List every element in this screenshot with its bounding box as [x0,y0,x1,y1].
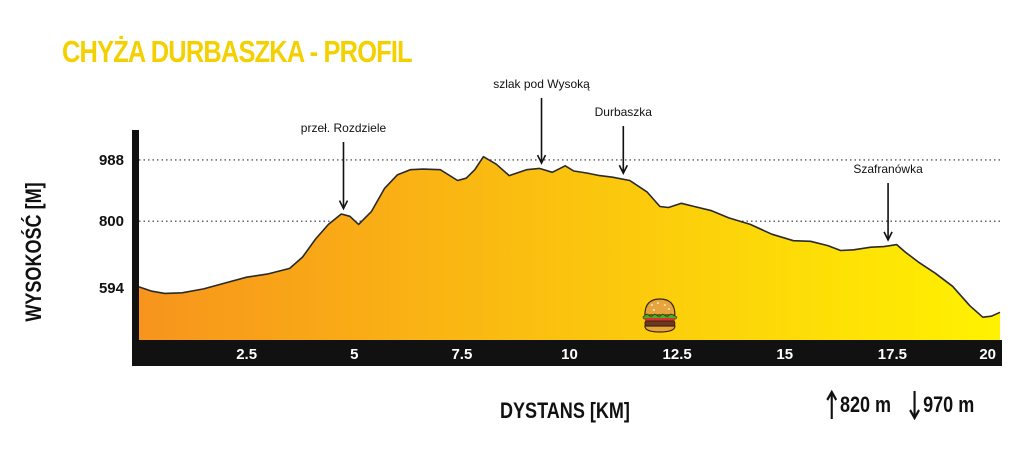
ascent-value: 820 m [839,392,892,417]
y-tick-label: 594 [99,280,125,297]
x-axis-ticks: 2.5 5 7.5 10 12.5 15 17.5 20 [236,346,996,363]
x-tick-label: 5 [350,346,358,363]
descent-value: 970 m [923,392,975,417]
elevation-profile-area [139,156,1000,340]
markers [642,298,678,333]
chart-title: CHYŻA DURBASZKA - PROFIL [62,34,413,69]
y-tick-label: 988 [99,152,124,169]
annotation-label: przeł. Rozdziele [301,121,387,135]
elevation-stats: 820 m 970 m [826,390,974,420]
x-tick-label: 12.5 [663,346,692,363]
annotation-arrowhead [536,154,547,165]
annotation-label: szlak pod Wysoką [493,77,590,91]
x-tick-label: 15 [776,346,793,363]
annotation-label: Szafranówka [853,162,923,176]
y-axis-ticks: 594 800 988 [99,152,125,297]
annotations: przeł. Rozdziele szlak pod Wysoką Durbaszk… [301,77,923,242]
x-tick-label: 20 [979,346,996,363]
x-tick-label: 2.5 [236,346,257,363]
y-axis-label: WYSOKOŚĆ [M] [21,182,46,322]
x-tick-label: 10 [561,346,578,363]
elevation-profile-line [138,155,1001,318]
annotation-label: Durbaszka [595,105,653,119]
annotation-arrowhead [338,200,349,211]
y-axis-line [132,130,139,342]
x-tick-label: 17.5 [878,346,907,363]
y-tick-label: 800 [99,213,124,230]
arrow-down-icon [909,391,921,420]
burger-icon [642,298,678,333]
x-axis-label: DYSTANS [KM] [500,398,630,423]
annotation-arrowhead [883,231,893,242]
arrow-up-icon [826,390,838,419]
annotation-arrowhead [618,164,629,176]
x-axis-band [132,340,1002,366]
x-tick-label: 7.5 [451,346,472,363]
